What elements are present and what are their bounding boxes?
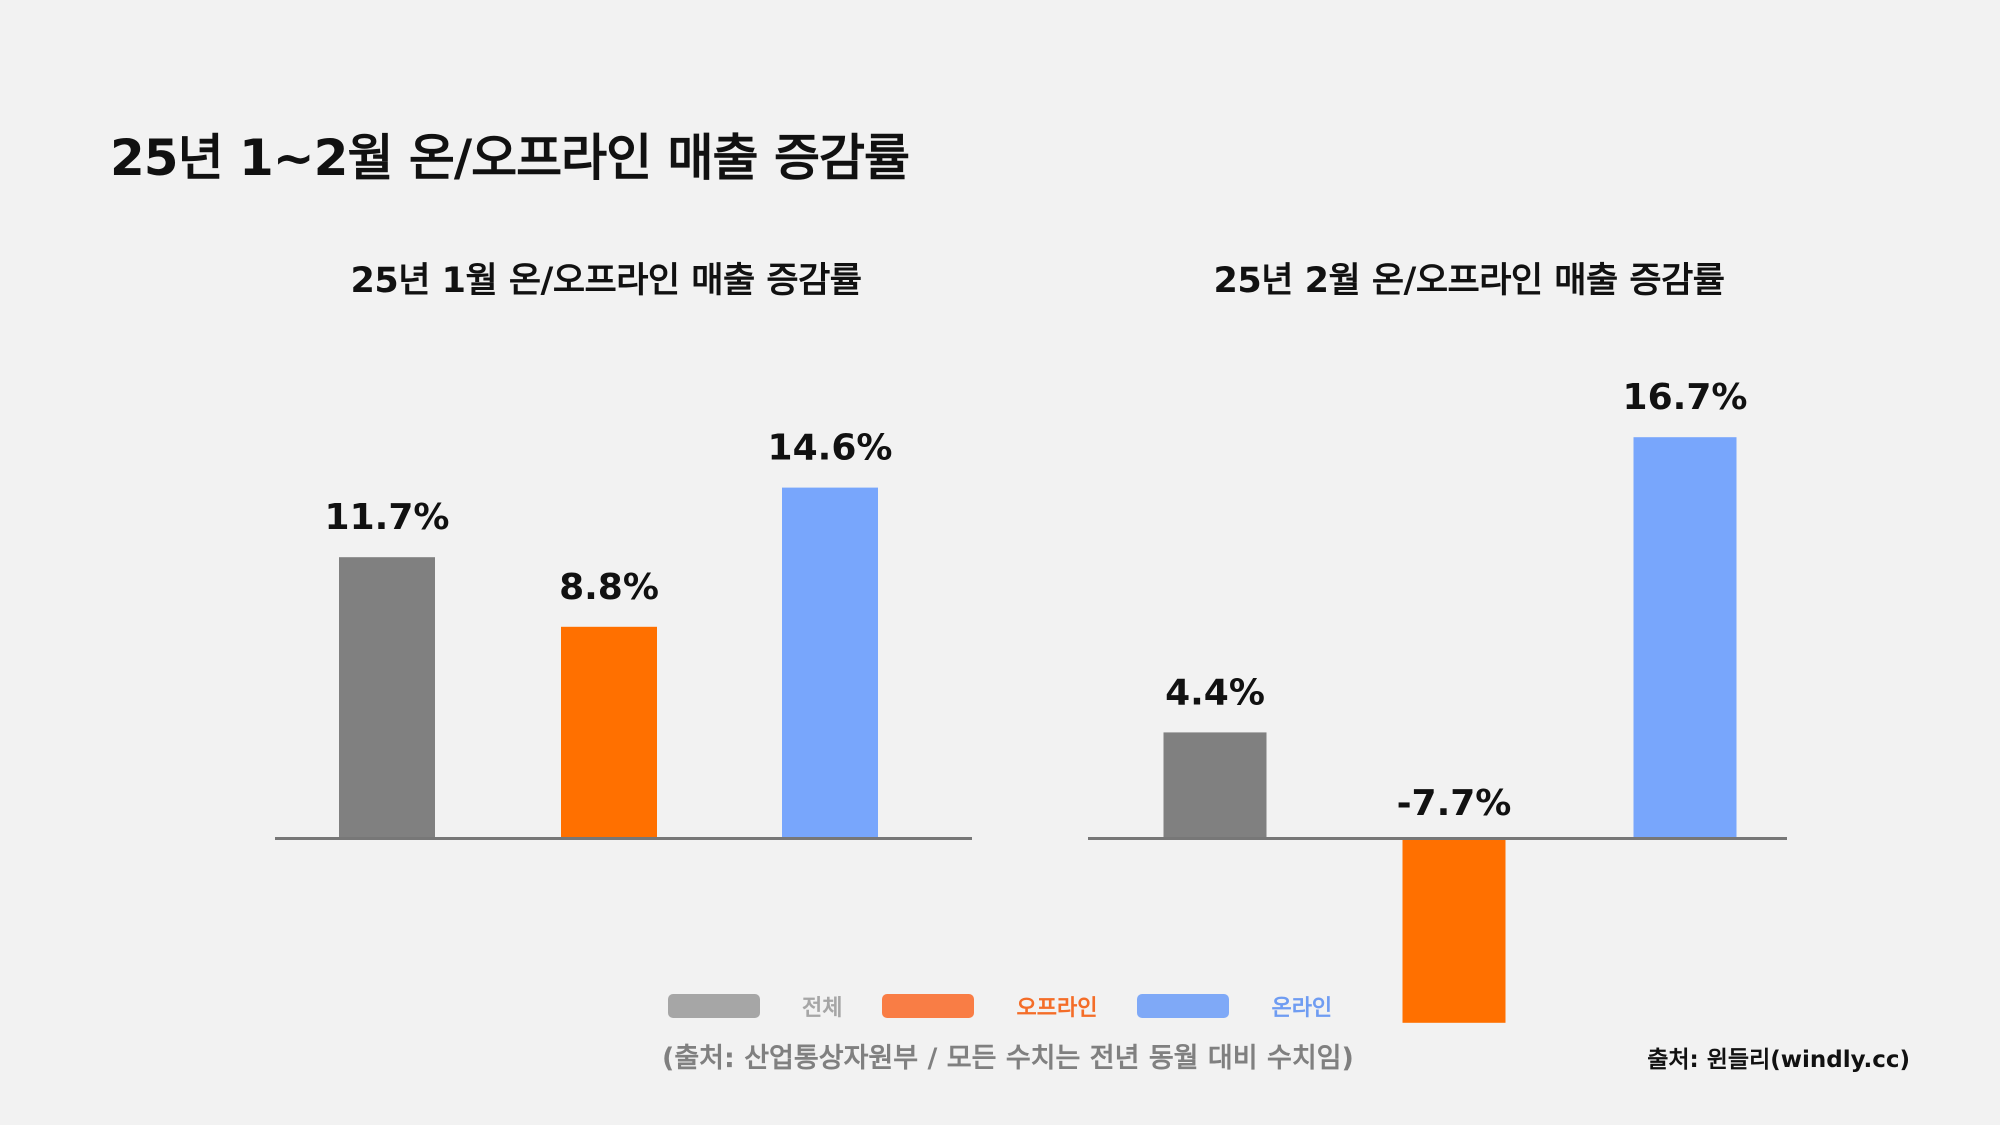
legend-item-total: 전체 (668, 990, 842, 1022)
bar-january-total (339, 557, 435, 838)
bar-february-total (1163, 732, 1267, 838)
data-label-january-total: 11.7% (325, 497, 450, 538)
legend-label-offline: 오프라인 (1016, 996, 1098, 1021)
chart-january: 11.7% 8.8% 14.6% (275, 428, 972, 840)
bar-january-offline (561, 626, 657, 838)
data-label-january-online: 14.6% (768, 428, 893, 469)
legend-item-online: 온라인 (1137, 990, 1332, 1022)
data-label-february-online: 16.7% (1623, 377, 1748, 418)
data-label-january-offline: 8.8% (559, 567, 659, 608)
footnote: (출처: 산업통상자원부 / 모든 수치는 전년 동월 대비 수치임) (662, 1043, 1354, 1074)
legend-label-online: 온라인 (1271, 996, 1333, 1021)
data-label-february-total: 4.4% (1165, 672, 1265, 713)
chart-february: 4.4% -7.7% 16.7% (1088, 377, 1787, 1023)
legend-swatch-total (668, 994, 760, 1018)
chart-title-february: 25년 2월 온/오프라인 매출 증감률 (1213, 261, 1725, 301)
legend-label-total: 전체 (802, 996, 843, 1021)
legend-item-offline: 오프라인 (882, 990, 1097, 1022)
page-title: 25년 1~2월 온/오프라인 매출 증감률 (110, 129, 910, 187)
legend-swatch-online (1137, 994, 1230, 1018)
source-credit: 출처: 윈들리(windly.cc) (1647, 1047, 1910, 1073)
chart-title-january: 25년 1월 온/오프라인 매출 증감률 (350, 261, 862, 301)
data-label-february-offline: -7.7% (1397, 783, 1512, 824)
bar-february-offline (1402, 838, 1506, 1023)
bar-february-online (1633, 437, 1737, 838)
legend: 전체 오프라인 온라인 (668, 990, 1372, 1022)
legend-swatch-offline (882, 994, 975, 1018)
bar-january-online (782, 487, 878, 838)
